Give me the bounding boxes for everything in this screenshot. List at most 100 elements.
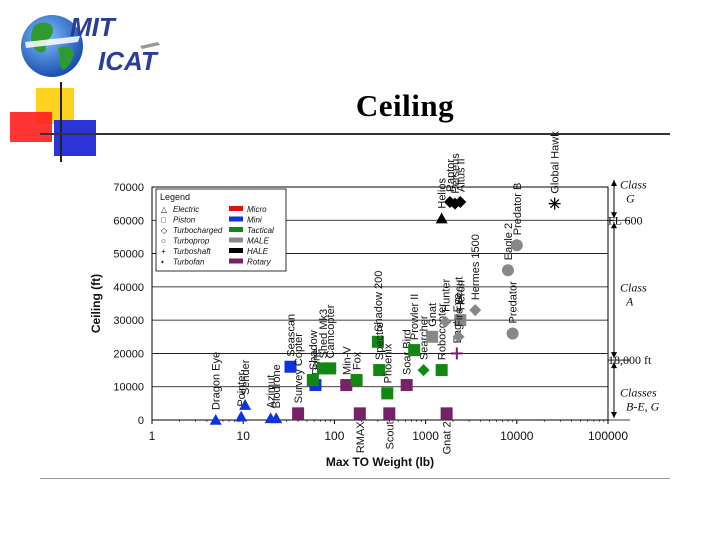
point-label: Camcopter (325, 304, 337, 358)
legend-class-label: Micro (247, 205, 267, 214)
class-boundary-label: 18,000 ft (608, 353, 652, 367)
y-tick-label: 20000 (113, 348, 144, 360)
x-tick-label: 10 (237, 429, 251, 443)
data-point (452, 330, 465, 343)
legend-shape-symbol: □ (161, 216, 166, 225)
point-label: Min-V (341, 346, 353, 375)
class-label: Classes (620, 385, 657, 399)
point-label: Pointer (236, 371, 248, 406)
point-label: Global Hawk (550, 131, 562, 194)
data-point (353, 407, 366, 420)
point-label: Predator B (512, 183, 524, 236)
data-point (373, 364, 386, 377)
legend-class-swatch (229, 216, 243, 222)
point-label: Seascan (285, 314, 297, 357)
point-label: Hunter (440, 278, 452, 311)
point-label: Perseus (450, 153, 462, 194)
data-point (417, 364, 430, 377)
legend-shape-label: Electric (173, 205, 199, 214)
y-tick-label: 40000 (113, 282, 144, 294)
point-label: Searcher (419, 315, 431, 360)
legend-shape-symbol: • (161, 258, 164, 267)
legend-class-label: Tactical (247, 226, 274, 235)
arrow-head (611, 352, 617, 359)
point-label: Azimut (266, 375, 278, 409)
data-point (383, 407, 396, 420)
class-boundary-label: FL 600 (608, 213, 643, 227)
legend-shape-label: Piston (173, 216, 196, 225)
arrow-head (611, 412, 617, 418)
point-label: Hermes 1500 (470, 234, 482, 300)
y-tick-label: 50000 (113, 249, 144, 261)
data-point (284, 360, 297, 373)
legend-class-label: Mini (247, 216, 262, 225)
point-label: Eagle 2 (503, 223, 515, 260)
class-label: Class (620, 281, 647, 295)
data-point (506, 327, 519, 340)
data-point (469, 304, 482, 317)
point-label: Shadow 200 (373, 271, 385, 332)
legend-class-swatch (229, 258, 243, 264)
footer-rule (40, 478, 670, 479)
decor-red-square (10, 112, 52, 142)
class-label: Class (620, 177, 647, 191)
legend-title: Legend (160, 192, 190, 202)
decor-vertical-line (60, 82, 62, 162)
point-label: Shed Mk3 (318, 309, 330, 359)
point-label: RMAX (355, 421, 367, 453)
legend-class-label: Rotary (247, 258, 272, 267)
legend-class-swatch (229, 206, 243, 211)
point-label: Sender (240, 359, 252, 395)
arrow-head (611, 180, 617, 186)
class-label-sub: G (626, 191, 635, 205)
y-tick-label: 10000 (113, 382, 144, 394)
data-point (239, 399, 252, 410)
x-axis-label: Max TO Weight (lb) (326, 455, 434, 469)
legend-class-swatch (229, 248, 243, 253)
y-tick-label: 0 (138, 415, 144, 427)
legend-box (155, 188, 287, 272)
title-underline (40, 133, 670, 135)
arrow-head (611, 222, 617, 229)
data-point (400, 379, 413, 392)
data-point (440, 407, 453, 420)
legend-class-label: MALE (247, 237, 269, 246)
legend-shape-label: Turbofan (173, 258, 205, 267)
point-label: Biodrone (271, 364, 283, 408)
data-point (381, 387, 394, 400)
point-label: Gnat 2 (442, 421, 454, 454)
data-point (510, 239, 523, 252)
data-point (435, 212, 448, 224)
data-point (292, 407, 305, 420)
data-point (340, 379, 353, 392)
y-axis-label: Ceiling (ft) (89, 274, 103, 333)
legend-class-label: HALE (247, 247, 269, 256)
point-label: Scout (384, 421, 396, 449)
data-point (454, 195, 467, 208)
data-point (454, 314, 467, 327)
point-label: Survey Copter (293, 333, 305, 404)
arrow-head (611, 212, 617, 219)
mit-icat-logo (20, 8, 170, 86)
point-label: Predator (508, 281, 520, 324)
data-point (435, 364, 448, 377)
x-tick-label: 10000 (500, 429, 534, 443)
point-label: Heron (455, 280, 467, 310)
point-label: Prowler II (409, 294, 421, 340)
legend-class-swatch (229, 227, 243, 232)
logo-text-mit: MIT (70, 12, 115, 42)
point-label: Dragon Eye (211, 352, 223, 410)
logo-text-icat: ICAT (98, 46, 157, 76)
point-label: Fire Scout (454, 277, 466, 327)
data-point (209, 414, 222, 425)
class-label-sub: B-E, G (626, 399, 660, 413)
data-point (501, 264, 514, 277)
data-point (350, 374, 363, 387)
data-point (270, 412, 283, 424)
slide-title: Ceiling (355, 88, 455, 123)
legend-shape-label: Turboprop (173, 237, 210, 246)
point-label: Altus II (455, 158, 467, 192)
data-point (426, 330, 439, 343)
data-point (549, 198, 560, 209)
x-tick-label: 1 (149, 429, 156, 443)
